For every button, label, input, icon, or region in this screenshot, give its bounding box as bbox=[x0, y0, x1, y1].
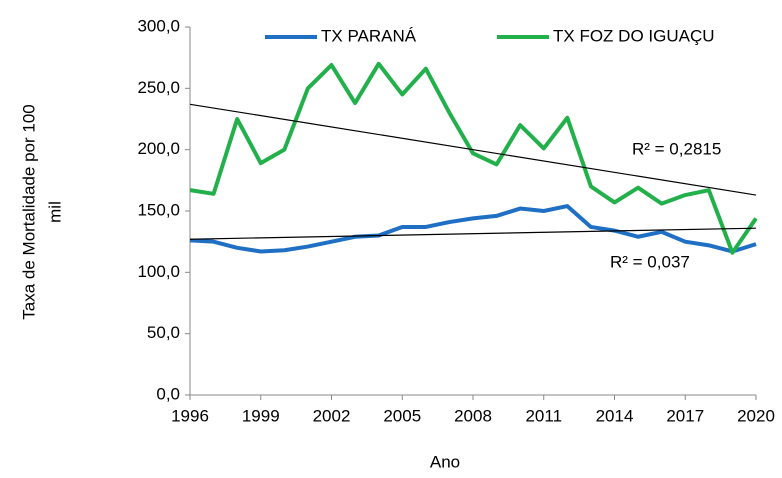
data-line bbox=[189, 61, 758, 255]
trendline-label: R² = 0,037 bbox=[610, 252, 690, 271]
x-tick-label: 2005 bbox=[383, 406, 421, 425]
y-tick-label: 0,0 bbox=[156, 384, 180, 403]
x-tick-label: 2002 bbox=[313, 406, 351, 425]
x-tick-label: 2014 bbox=[596, 406, 634, 425]
y-axis-label: mil bbox=[45, 201, 64, 223]
x-tick-label: 2008 bbox=[454, 406, 492, 425]
trendline-label: R² = 0,2815 bbox=[632, 139, 721, 158]
y-tick-label: 200,0 bbox=[137, 139, 180, 158]
y-axis-label: Taxa de Mortalidade por 100 bbox=[19, 104, 38, 319]
y-tick-label: 300,0 bbox=[137, 16, 180, 35]
legend-label: TX PARANÁ bbox=[321, 26, 417, 45]
y-tick-label: 150,0 bbox=[137, 200, 180, 219]
x-tick-label: 2020 bbox=[737, 406, 775, 425]
x-tick-label: 2017 bbox=[666, 406, 704, 425]
y-tick-label: 50,0 bbox=[147, 323, 180, 342]
trendline bbox=[189, 103, 757, 196]
legend-label: TX FOZ DO IGUAÇU bbox=[553, 26, 715, 45]
y-tick-label: 250,0 bbox=[137, 78, 180, 97]
x-tick-label: 2011 bbox=[525, 406, 562, 425]
trendline bbox=[189, 227, 757, 240]
x-tick-label: 1999 bbox=[242, 406, 280, 425]
y-tick-label: 100,0 bbox=[137, 262, 180, 281]
x-axis-label: Ano bbox=[430, 452, 460, 471]
x-tick-label: 1996 bbox=[171, 406, 209, 425]
data-line bbox=[189, 204, 757, 254]
